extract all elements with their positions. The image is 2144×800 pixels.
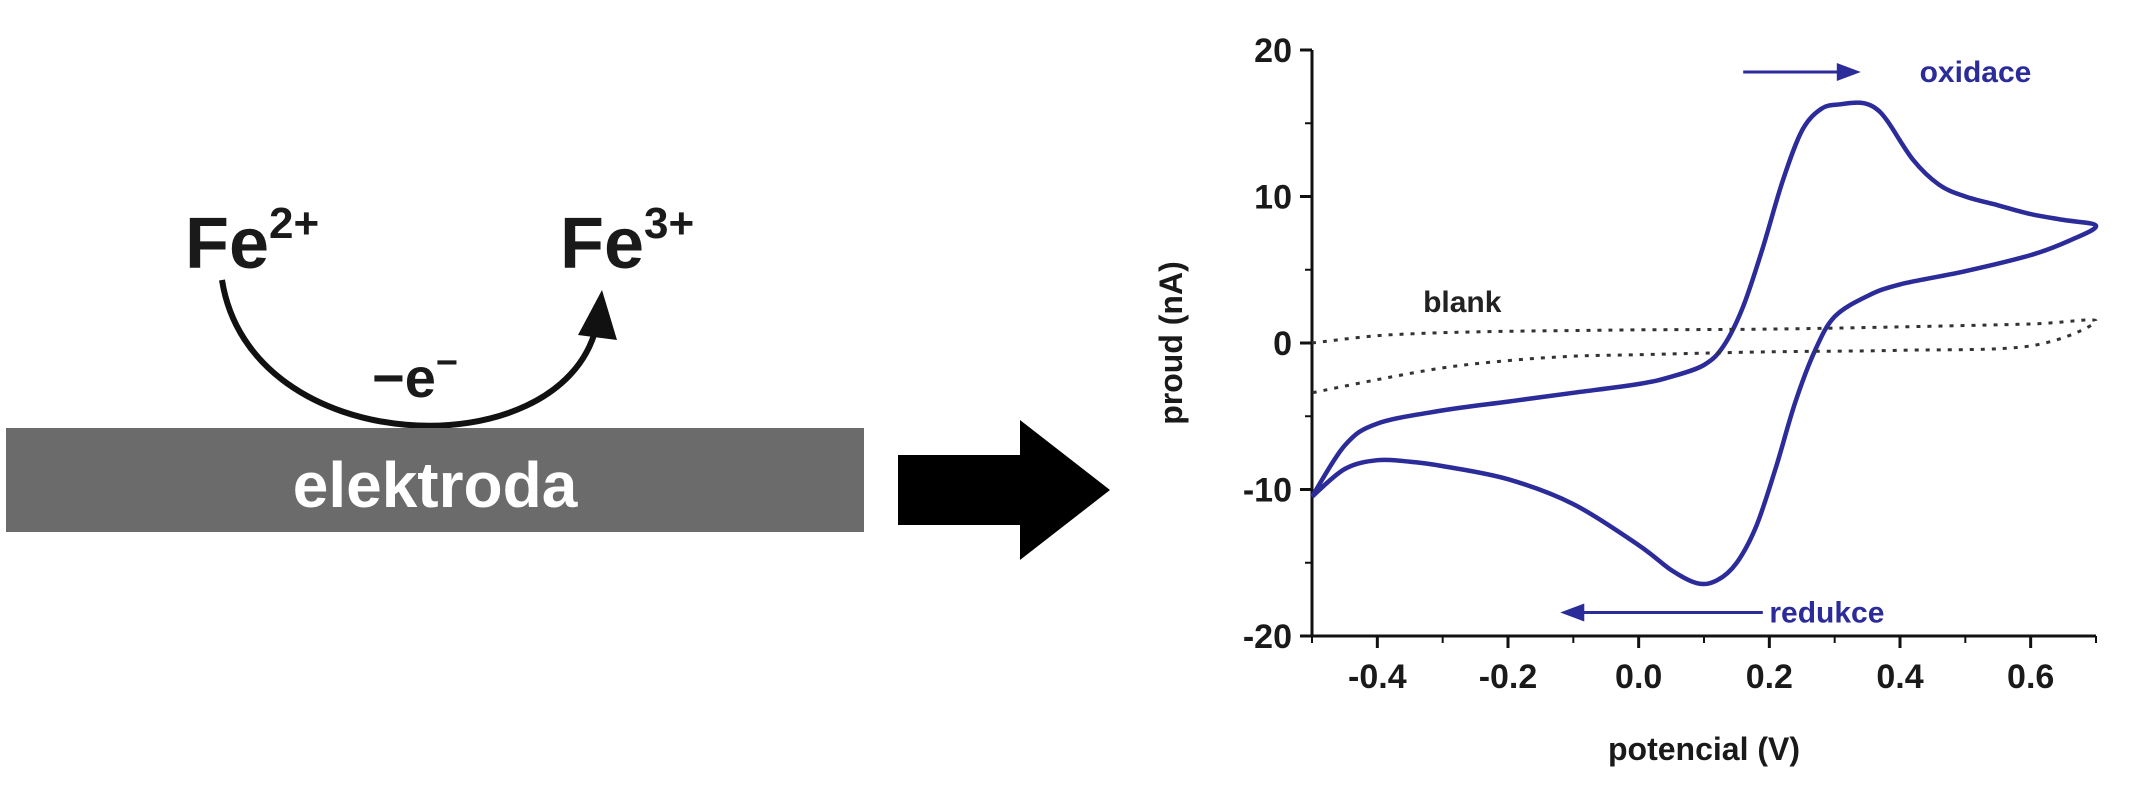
reaction-scheme: Fe2+ Fe3+ −e− elektroda (6, 199, 864, 532)
electron-label: −e− (372, 342, 458, 409)
blank-series-line (1311, 318, 2098, 395)
y-tick-label: -20 (1243, 618, 1292, 656)
cv-series-line (1310, 100, 2099, 587)
voltammogram-chart: -0.4 -0.2 0.0 0.2 0.4 0.6 -20 -10 0 10 20 oxidace r… (1153, 32, 2099, 767)
x-tick-label: 0.0 (1615, 658, 1662, 696)
chart-axes (1310, 50, 2096, 638)
big-right-arrow-icon (898, 420, 1110, 560)
redukce-arrowhead-icon (1560, 603, 1585, 622)
chart-ticks: -0.4 -0.2 0.0 0.2 0.4 0.6 -20 -10 0 10 20 (1243, 32, 2097, 696)
chart-annotations: oxidace redukce blank (1423, 56, 2031, 630)
x-tick-label: 0.2 (1746, 658, 1793, 696)
x-axis-label: potencial (V) (1608, 731, 1800, 767)
y-tick-label: 10 (1254, 179, 1292, 217)
y-axis-label: proud (nA) (1153, 261, 1189, 425)
y-tick-label: 0 (1273, 325, 1292, 363)
reactant-label: Fe2+ (185, 199, 319, 284)
electron-transfer-arrow (219, 279, 599, 429)
oxidace-arrowhead-icon (1836, 62, 1861, 81)
x-tick-label: -0.4 (1348, 658, 1407, 696)
electrode-bar (6, 428, 864, 532)
chart-series (1310, 100, 2099, 587)
x-tick-label: 0.6 (2007, 658, 2054, 696)
arrowhead-icon (578, 290, 617, 340)
x-tick-label: 0.4 (1876, 658, 1923, 696)
product-label: Fe3+ (560, 199, 694, 284)
y-tick-label: -10 (1243, 472, 1292, 510)
x-tick-label: -0.2 (1479, 658, 1538, 696)
electrode-label: elektroda (293, 449, 578, 521)
annotation-blank: blank (1423, 286, 1502, 319)
annotation-redukce: redukce (1769, 597, 1884, 630)
annotation-oxidace: oxidace (1920, 56, 2032, 89)
y-tick-label: 20 (1254, 32, 1292, 70)
